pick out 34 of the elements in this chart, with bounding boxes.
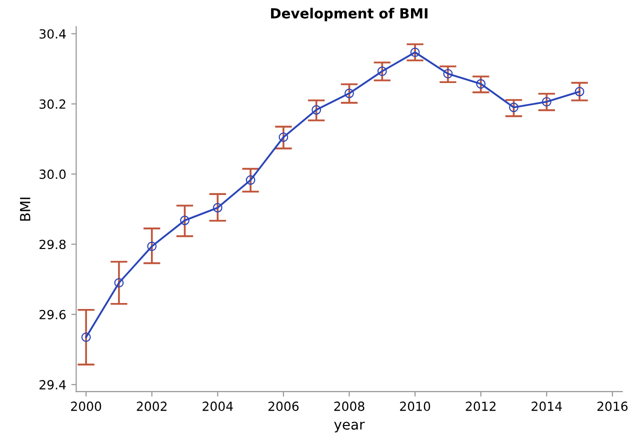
y-tick-label: 29.4	[40, 380, 66, 390]
point	[312, 105, 322, 115]
x-tick-label: 2010	[400, 402, 430, 411]
point	[542, 97, 552, 107]
x-axis-title: year	[334, 422, 365, 432]
x-tick-label: 2004	[202, 402, 233, 411]
point	[278, 132, 288, 142]
y-axis-title: BMI	[20, 198, 30, 221]
x-tick-label: 2006	[268, 402, 299, 411]
x-tick-label: 2016	[597, 402, 628, 411]
point	[81, 332, 91, 342]
point	[147, 242, 157, 252]
x-tick-label: 2000	[71, 402, 102, 411]
y-tick-label: 30.2	[40, 99, 66, 109]
chart-title: Development of BMI	[271, 8, 428, 22]
point	[377, 66, 387, 76]
point	[344, 88, 354, 98]
point	[212, 203, 222, 212]
y-tick-label: 30.0	[40, 170, 66, 179]
point	[114, 278, 124, 288]
y-tick-label: 30.4	[40, 29, 66, 39]
point	[476, 79, 486, 89]
point	[509, 102, 518, 112]
point	[443, 68, 453, 78]
x-tick-label: 2008	[334, 402, 364, 411]
point	[246, 175, 256, 185]
y-tick-label: 29.8	[40, 240, 66, 250]
x-tick-label: 2012	[466, 402, 496, 411]
x-tick-label: 2014	[532, 402, 562, 411]
point	[410, 48, 420, 58]
x-tick-label: 2002	[136, 402, 167, 411]
y-tick-label: 29.6	[40, 310, 66, 320]
point	[180, 216, 190, 226]
point	[574, 86, 584, 96]
